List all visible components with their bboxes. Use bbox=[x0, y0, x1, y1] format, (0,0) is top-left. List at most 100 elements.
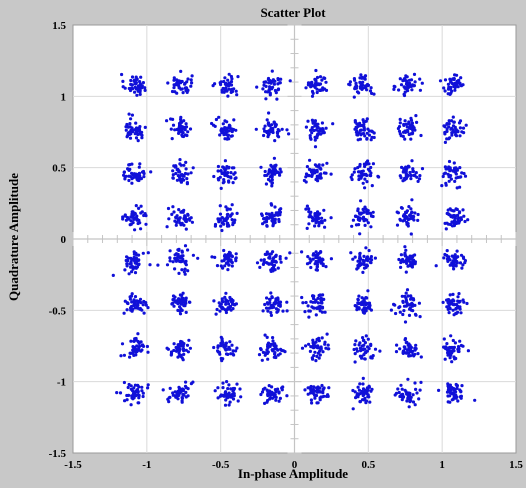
scatter-point bbox=[358, 252, 362, 256]
scatter-point bbox=[144, 222, 148, 226]
scatter-point bbox=[398, 305, 402, 309]
scatter-point bbox=[171, 123, 176, 127]
scatter-point bbox=[271, 339, 275, 343]
scatter-point bbox=[418, 388, 422, 392]
scatter-point bbox=[354, 81, 358, 85]
scatter-point bbox=[123, 213, 127, 217]
scatter-point bbox=[126, 385, 130, 390]
scatter-point bbox=[166, 81, 170, 85]
scatter-point bbox=[259, 258, 263, 262]
scatter-point bbox=[167, 217, 171, 221]
scatter-point bbox=[227, 383, 231, 387]
scatter-point bbox=[447, 179, 451, 183]
scatter-point bbox=[227, 87, 231, 91]
scatter-point bbox=[313, 396, 317, 400]
scatter-point bbox=[412, 72, 417, 76]
scatter-point bbox=[450, 350, 454, 354]
scatter-point bbox=[267, 212, 271, 216]
scatter-point bbox=[315, 264, 319, 269]
scatter-point bbox=[276, 309, 280, 313]
scatter-point bbox=[265, 335, 269, 339]
scatter-point bbox=[315, 87, 319, 91]
scatter-point bbox=[361, 338, 365, 343]
scatter-point bbox=[448, 307, 452, 311]
scatter-point bbox=[174, 216, 178, 220]
scatter-point bbox=[179, 210, 183, 214]
scatter-point bbox=[443, 357, 447, 361]
scatter-point bbox=[398, 121, 402, 125]
scatter-point bbox=[181, 291, 185, 295]
scatter-point bbox=[124, 174, 128, 178]
scatter-point bbox=[272, 156, 276, 160]
scatter-point bbox=[184, 348, 188, 352]
scatter-point bbox=[317, 356, 321, 360]
scatter-point bbox=[137, 258, 141, 262]
scatter-point bbox=[222, 79, 226, 84]
scatter-point bbox=[141, 343, 145, 347]
scatter-point bbox=[136, 401, 140, 405]
scatter-point bbox=[416, 212, 420, 217]
scatter-point bbox=[118, 391, 123, 395]
scatter-point bbox=[459, 175, 463, 179]
scatter-point bbox=[263, 173, 267, 178]
scatter-point bbox=[218, 309, 222, 313]
scatter-point bbox=[315, 255, 319, 260]
scatter-point bbox=[329, 257, 333, 261]
scatter-point bbox=[321, 86, 325, 90]
scatter-point bbox=[185, 177, 189, 181]
scatter-point bbox=[411, 128, 415, 132]
scatter-point bbox=[353, 255, 357, 259]
scatter-point bbox=[366, 221, 370, 225]
scatter-point bbox=[454, 390, 458, 394]
scatter-point bbox=[311, 120, 315, 124]
scatter-point bbox=[183, 82, 187, 86]
scatter-point bbox=[369, 261, 373, 265]
scatter-point bbox=[406, 294, 410, 298]
scatter-point bbox=[319, 345, 323, 349]
scatter-point bbox=[129, 82, 133, 86]
scatter-point bbox=[311, 216, 315, 220]
scatter-point bbox=[231, 349, 235, 353]
scatter-point bbox=[361, 80, 365, 84]
scatter-point bbox=[126, 259, 130, 263]
scatter-point bbox=[167, 400, 171, 404]
scatter-point bbox=[324, 346, 328, 350]
scatter-point bbox=[414, 387, 418, 391]
scatter-point bbox=[136, 139, 140, 143]
scatter-point bbox=[138, 82, 142, 86]
scatter-point bbox=[172, 78, 176, 82]
scatter-point bbox=[442, 86, 446, 90]
y-axis-label: Quadrature Amplitude bbox=[6, 173, 21, 301]
scatter-point bbox=[146, 383, 150, 387]
scatter-point bbox=[141, 251, 145, 255]
scatter-point bbox=[443, 165, 447, 169]
scatter-point bbox=[134, 121, 138, 125]
scatter-point bbox=[446, 400, 450, 404]
scatter-point bbox=[304, 300, 308, 305]
scatter-point bbox=[442, 124, 446, 128]
scatter-point bbox=[323, 218, 327, 222]
scatter-point bbox=[317, 224, 321, 228]
scatter-point bbox=[415, 120, 419, 124]
scatter-point bbox=[272, 256, 276, 260]
scatter-point bbox=[223, 308, 227, 312]
scatter-point bbox=[447, 255, 451, 259]
scatter-point bbox=[128, 136, 133, 140]
scatter-point bbox=[361, 181, 365, 185]
scatter-point bbox=[404, 248, 408, 252]
scatter-point bbox=[222, 248, 226, 253]
scatter-point bbox=[410, 159, 414, 163]
scatter-point bbox=[269, 311, 273, 315]
scatter-point bbox=[186, 77, 190, 81]
scatter-point bbox=[311, 219, 315, 223]
scatter-point bbox=[186, 248, 190, 252]
scatter-point bbox=[460, 266, 464, 270]
scatter-point bbox=[173, 128, 177, 132]
scatter-point bbox=[183, 171, 188, 176]
scatter-point bbox=[227, 302, 231, 306]
scatter-point bbox=[171, 391, 175, 395]
scatter-point bbox=[464, 123, 468, 127]
scatter-point bbox=[285, 309, 289, 313]
scatter-point bbox=[309, 388, 313, 392]
scatter-point bbox=[358, 382, 362, 386]
